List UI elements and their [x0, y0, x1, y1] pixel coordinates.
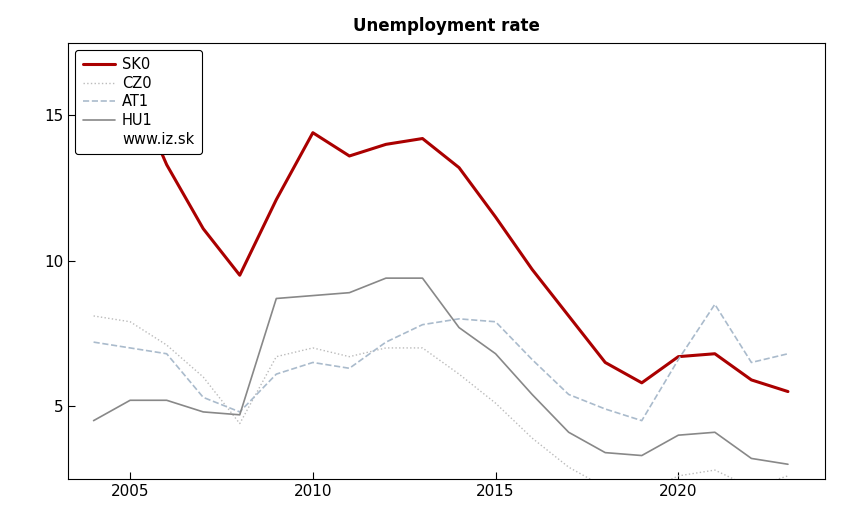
AT1: [564, 391, 574, 397]
AT1: [454, 315, 464, 322]
AT1: [637, 418, 647, 424]
CZ0: [417, 345, 428, 351]
AT1: [88, 339, 99, 345]
CZ0: [783, 473, 793, 479]
HU1: [637, 452, 647, 459]
SK0: [637, 380, 647, 386]
SK0: [746, 377, 756, 383]
Legend: SK0, CZ0, AT1, HU1, www.iz.sk: SK0, CZ0, AT1, HU1, www.iz.sk: [76, 50, 201, 154]
CZ0: [308, 345, 318, 351]
CZ0: [162, 342, 172, 348]
SK0: [600, 359, 610, 365]
CZ0: [125, 319, 135, 325]
SK0: [527, 266, 537, 272]
HU1: [710, 429, 720, 436]
SK0: [710, 351, 720, 357]
CZ0: [271, 353, 281, 360]
AT1: [162, 351, 172, 357]
AT1: [381, 339, 391, 345]
AT1: [308, 359, 318, 365]
AT1: [235, 409, 245, 415]
CZ0: [490, 400, 501, 406]
HU1: [235, 412, 245, 418]
AT1: [710, 301, 720, 307]
AT1: [125, 345, 135, 351]
AT1: [527, 356, 537, 363]
Title: Unemployment rate: Unemployment rate: [353, 18, 540, 36]
SK0: [454, 164, 464, 171]
HU1: [162, 397, 172, 403]
HU1: [490, 351, 501, 357]
AT1: [746, 359, 756, 365]
HU1: [381, 275, 391, 281]
CZ0: [198, 374, 208, 380]
AT1: [490, 319, 501, 325]
CZ0: [454, 371, 464, 377]
HU1: [198, 409, 208, 415]
HU1: [564, 429, 574, 436]
HU1: [308, 293, 318, 299]
CZ0: [527, 435, 537, 441]
SK0: [381, 141, 391, 147]
SK0: [673, 353, 683, 360]
CZ0: [637, 490, 647, 496]
SK0: [271, 196, 281, 203]
CZ0: [344, 353, 354, 360]
HU1: [271, 295, 281, 302]
HU1: [454, 325, 464, 331]
HU1: [527, 391, 537, 397]
SK0: [198, 226, 208, 232]
CZ0: [235, 420, 245, 427]
CZ0: [88, 313, 99, 319]
HU1: [783, 461, 793, 468]
HU1: [417, 275, 428, 281]
CZ0: [381, 345, 391, 351]
Line: CZ0: CZ0: [94, 316, 788, 493]
CZ0: [600, 484, 610, 491]
AT1: [783, 351, 793, 357]
AT1: [198, 394, 208, 401]
CZ0: [710, 467, 720, 473]
SK0: [417, 135, 428, 142]
SK0: [88, 74, 99, 81]
Line: HU1: HU1: [94, 278, 788, 464]
AT1: [344, 365, 354, 371]
HU1: [746, 455, 756, 462]
SK0: [125, 77, 135, 84]
SK0: [162, 162, 172, 168]
AT1: [673, 356, 683, 363]
CZ0: [746, 484, 756, 491]
HU1: [600, 450, 610, 456]
CZ0: [564, 464, 574, 470]
HU1: [125, 397, 135, 403]
HU1: [673, 432, 683, 438]
AT1: [600, 406, 610, 412]
SK0: [308, 129, 318, 136]
HU1: [88, 418, 99, 424]
SK0: [490, 214, 501, 220]
SK0: [235, 272, 245, 278]
AT1: [271, 371, 281, 377]
CZ0: [673, 473, 683, 479]
AT1: [417, 321, 428, 328]
Line: AT1: AT1: [94, 304, 788, 421]
SK0: [783, 388, 793, 395]
Line: SK0: SK0: [94, 78, 788, 392]
SK0: [564, 313, 574, 319]
SK0: [344, 153, 354, 159]
HU1: [344, 289, 354, 296]
